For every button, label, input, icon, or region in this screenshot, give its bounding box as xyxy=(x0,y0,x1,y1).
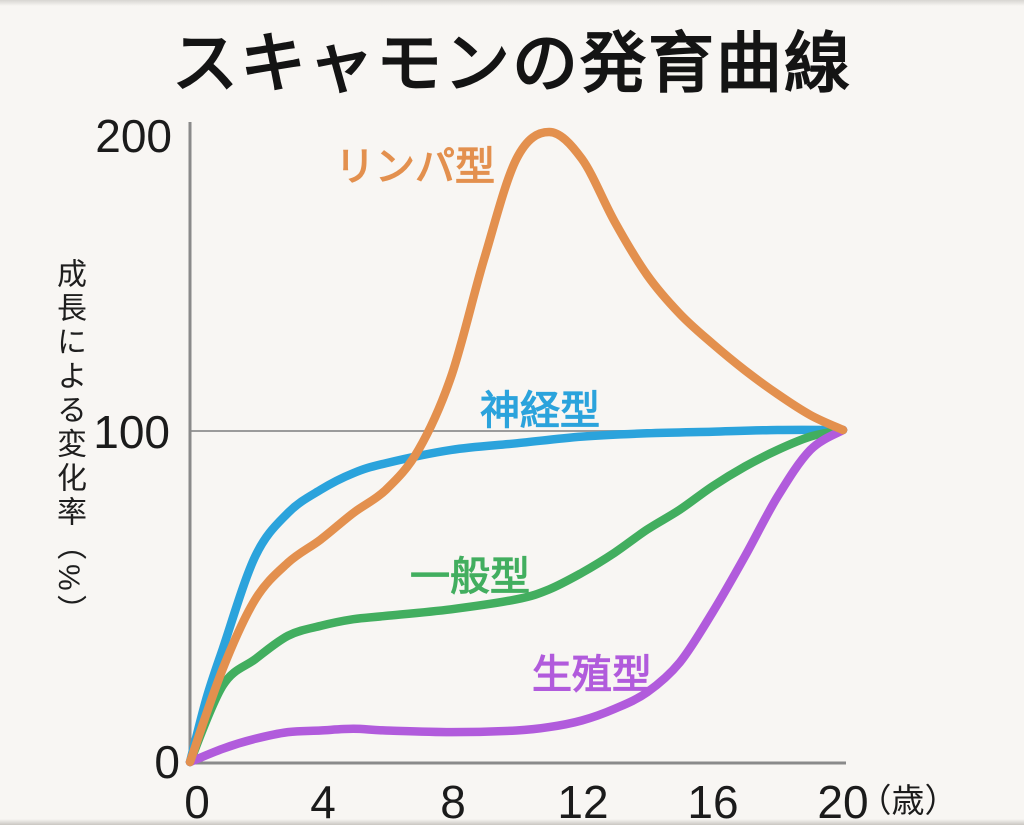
y-tick-100: 100 xyxy=(93,406,170,458)
curve-label-neural: 神経型 xyxy=(480,389,600,433)
chart-title: スキャモンの発育曲線 xyxy=(172,26,852,100)
y-tick-200: 200 xyxy=(95,110,172,162)
y-axis-title: 成長による変化率（%） xyxy=(52,258,85,629)
curve-lymphoid xyxy=(185,127,848,767)
x-tick-16: 16 xyxy=(687,776,738,825)
x-tick-12: 12 xyxy=(557,776,608,825)
x-tick-20: 20 xyxy=(817,776,868,825)
curve-label-genital: 生殖型 xyxy=(532,653,652,697)
y-tick-0: 0 xyxy=(154,736,180,788)
curve-label-general: 一般型 xyxy=(410,555,530,599)
curve-label-lymphoid: リンパ型 xyxy=(335,145,495,189)
curve-general xyxy=(185,425,848,767)
curve-genital xyxy=(185,425,848,767)
x-tick-4: 4 xyxy=(310,776,336,825)
curve-neural xyxy=(185,425,848,767)
x-axis-unit-label: （歳） xyxy=(859,782,958,819)
x-tick-8: 8 xyxy=(440,776,466,825)
x-tick-0: 0 xyxy=(184,776,210,825)
